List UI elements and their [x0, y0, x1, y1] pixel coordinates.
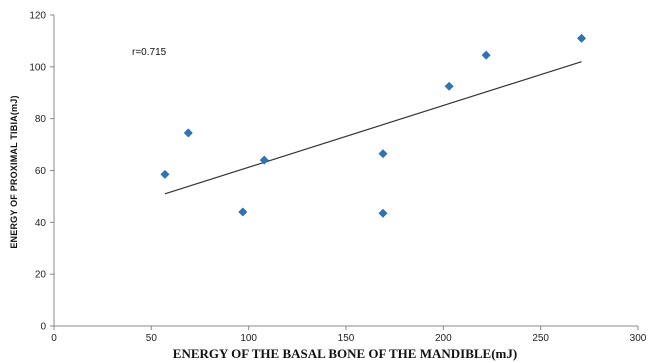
data-point — [576, 33, 587, 43]
y-tick-label: 120 — [29, 11, 46, 22]
data-point — [160, 169, 170, 179]
y-tick-label: 0 — [40, 322, 46, 333]
y-tick-label: 60 — [35, 166, 47, 177]
data-point — [259, 155, 269, 165]
y-tick-label: 20 — [35, 270, 47, 281]
y-tick-label: 100 — [29, 62, 46, 73]
x-tick-label: 200 — [435, 333, 452, 344]
data-point — [481, 50, 491, 60]
trendline — [164, 61, 582, 195]
data-point — [444, 81, 454, 91]
y-tick-label: 40 — [35, 218, 47, 229]
data-point — [378, 208, 388, 218]
trendline-layer — [164, 61, 582, 195]
x-tick-labels: 0 50 100 150 200 250 300 — [51, 326, 647, 344]
x-tick-label: 50 — [146, 333, 158, 344]
x-axis-title: ENERGY OF THE BASAL BONE OF THE MANDIBLE… — [173, 346, 517, 361]
data-point — [183, 128, 193, 138]
y-tick-labels: 0 20 40 60 80 100 120 — [29, 11, 54, 333]
data-point — [238, 207, 248, 217]
x-tick-label: 0 — [51, 333, 57, 344]
x-tick-label: 100 — [240, 333, 257, 344]
x-tick-label: 250 — [532, 333, 549, 344]
y-axis-title: ENERGY OF PROXIMAL TIBIA(mJ) — [9, 95, 19, 248]
x-tick-label: 150 — [338, 333, 355, 344]
y-tick-label: 80 — [35, 114, 47, 125]
x-tick-label: 300 — [630, 333, 647, 344]
data-points-layer — [160, 33, 587, 218]
correlation-annotation: r=0.715 — [132, 47, 167, 58]
plot-area — [53, 15, 638, 327]
data-point — [378, 149, 388, 159]
